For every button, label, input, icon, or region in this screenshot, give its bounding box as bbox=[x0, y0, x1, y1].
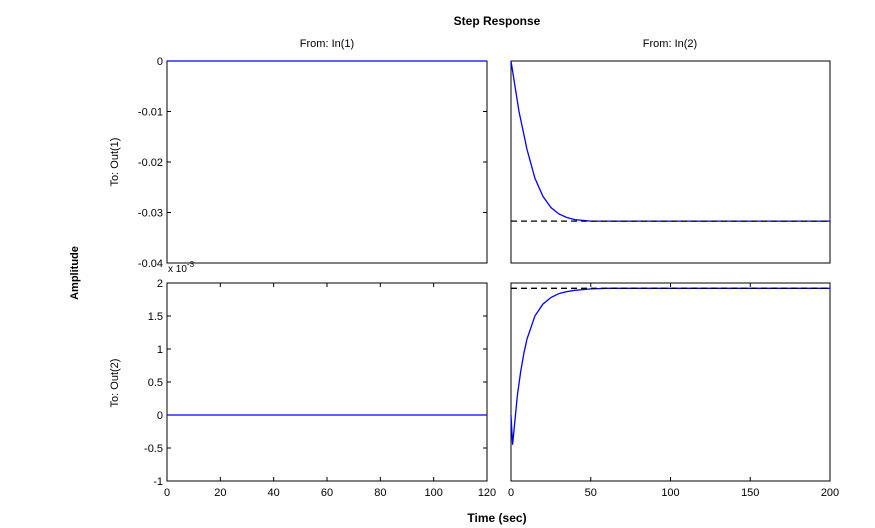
x-tick-label: 80 bbox=[374, 487, 386, 499]
x-tick-label: 100 bbox=[424, 487, 442, 499]
y-tick-label: 2 bbox=[157, 278, 163, 290]
x-tick-label: 50 bbox=[585, 487, 597, 499]
y-tick-label: -0.04 bbox=[138, 258, 163, 270]
y-tick-label: 1.5 bbox=[148, 311, 163, 323]
axes-frame bbox=[510, 60, 831, 264]
x-axis-label: Time (sec) bbox=[467, 511, 526, 525]
x-tick-label: 200 bbox=[821, 487, 839, 499]
axes-frame bbox=[510, 282, 831, 482]
panel-1: 0 -0.01 -0.02 -0.03 -0.04 bbox=[138, 56, 488, 270]
panel-3: 0 20 40 60 80 100 120 2 1.5 1 0.5 0 -0.5 -1 bbox=[144, 278, 496, 499]
y-axis-label: Amplitude bbox=[69, 246, 81, 300]
y-tick-label: 0.5 bbox=[148, 377, 163, 389]
response-line bbox=[510, 287, 830, 445]
figure-title: Step Response bbox=[454, 14, 541, 28]
response-line bbox=[510, 60, 830, 222]
y-tick-label: 0 bbox=[157, 56, 163, 68]
x-tick-label: 20 bbox=[214, 487, 226, 499]
row-label-out1: To: Out(1) bbox=[109, 138, 121, 187]
x-tick-label: 150 bbox=[741, 487, 759, 499]
exponent-power: -3 bbox=[187, 260, 195, 269]
y-tick-label: -0.01 bbox=[138, 107, 163, 119]
column-title-in2: From: In(2) bbox=[643, 38, 697, 50]
exponent-base: x 10 bbox=[168, 264, 187, 275]
y-tick-label: -0.03 bbox=[138, 208, 163, 220]
panel-2 bbox=[510, 60, 831, 264]
column-title-in1: From: In(1) bbox=[300, 38, 354, 50]
axes-frame bbox=[166, 282, 488, 482]
x-tick-label: 120 bbox=[478, 487, 496, 499]
panel-4: 0 50 100 150 200 bbox=[508, 282, 839, 499]
y-tick-label: -0.5 bbox=[144, 443, 163, 455]
y-tick-label: 0 bbox=[157, 410, 163, 422]
y-tick-label: -1 bbox=[153, 476, 163, 488]
axes-frame bbox=[166, 60, 488, 264]
x-tick-label: 40 bbox=[268, 487, 280, 499]
x-tick-label: 0 bbox=[164, 487, 170, 499]
x-tick-label: 60 bbox=[321, 487, 333, 499]
y-tick-label: 1 bbox=[157, 344, 163, 356]
y-tick-label: -0.02 bbox=[138, 157, 163, 169]
exponent-label: x 10-3 bbox=[168, 260, 195, 275]
row-label-out2: To: Out(2) bbox=[109, 359, 121, 408]
x-tick-label: 100 bbox=[661, 487, 679, 499]
x-tick-label: 0 bbox=[508, 487, 514, 499]
